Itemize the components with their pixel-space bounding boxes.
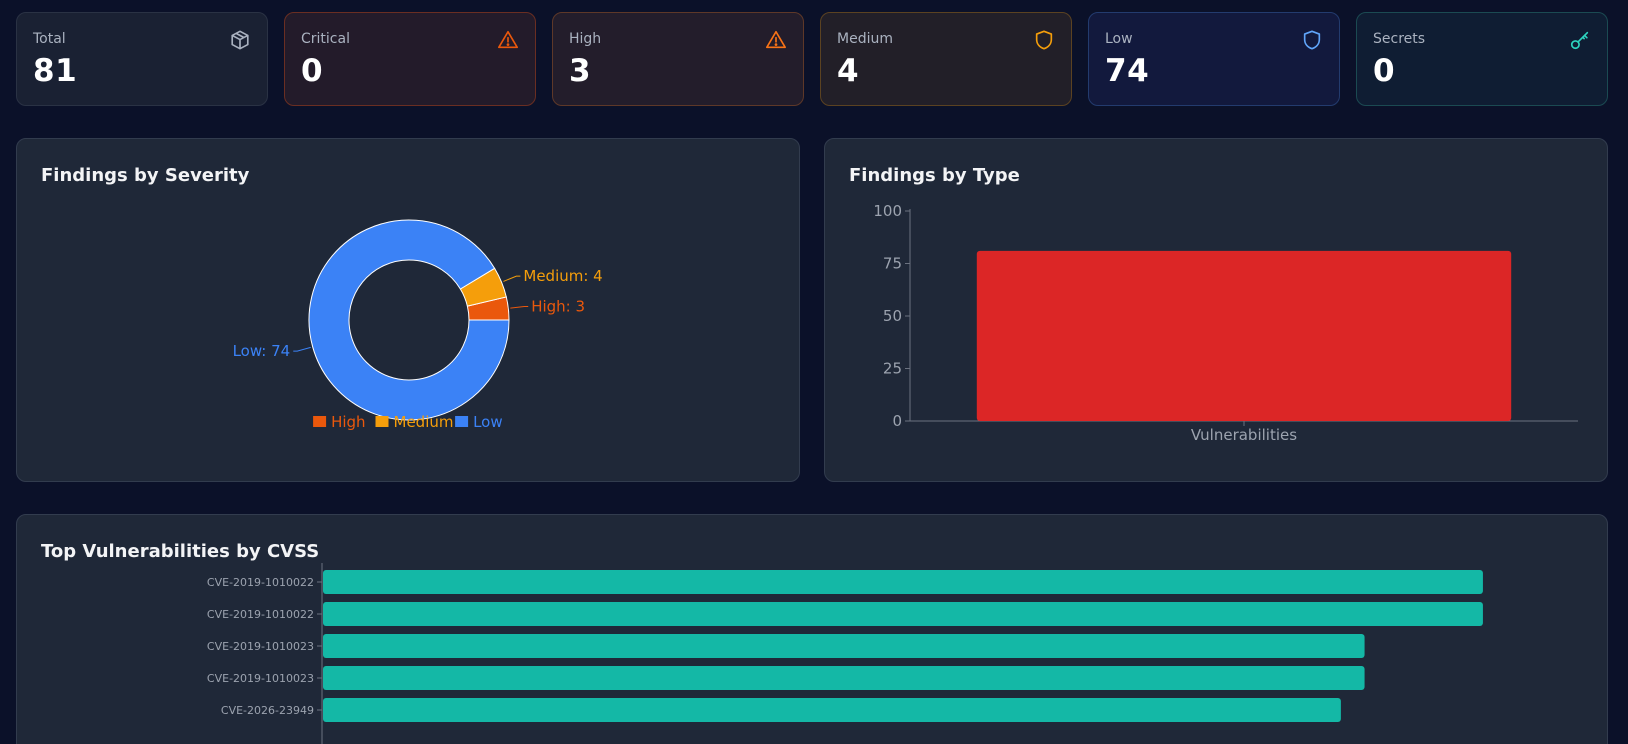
y-tick-label: CVE-2019-1010023 bbox=[207, 640, 314, 653]
card-label: Medium bbox=[837, 31, 893, 47]
donut-leader-line bbox=[503, 275, 521, 282]
card-value: 3 bbox=[569, 53, 592, 89]
summary-card-total: Total 81 bbox=[16, 12, 268, 106]
type-bar-chart: 0 25 50 75 100 Vulnerabilities bbox=[873, 202, 1578, 444]
summary-card-secrets: Secrets 0 bbox=[1356, 12, 1608, 106]
card-label: Secrets bbox=[1373, 31, 1426, 47]
severity-donut-chart: High: 3 Medium: 4 Low: 74 High Medium Low bbox=[233, 219, 603, 431]
cube-icon bbox=[231, 30, 249, 50]
alert-triangle-icon bbox=[498, 30, 518, 49]
card-value: 0 bbox=[301, 53, 324, 89]
x-tick-label: Vulnerabilities bbox=[1191, 426, 1297, 444]
y-tick-label: CVE-2019-1010022 bbox=[207, 608, 314, 621]
cvss-bar bbox=[323, 666, 1365, 690]
cvss-bar bbox=[323, 698, 1341, 722]
legend-label: Low bbox=[473, 413, 503, 431]
legend-swatch-high bbox=[313, 416, 327, 427]
card-value: 0 bbox=[1373, 53, 1396, 89]
cvss-bar bbox=[323, 634, 1365, 658]
donut-slice-label: Low: 74 bbox=[233, 342, 291, 360]
shield-icon bbox=[1035, 30, 1053, 50]
cvss-bar bbox=[323, 602, 1483, 626]
bar-vulnerabilities bbox=[976, 250, 1512, 421]
donut-slice-label: High: 3 bbox=[531, 298, 585, 316]
y-tick-label: 75 bbox=[883, 255, 902, 273]
card-value: 74 bbox=[1105, 53, 1150, 89]
y-tick-label: CVE-2019-1010022 bbox=[207, 576, 314, 589]
donut-slice-label: Medium: 4 bbox=[523, 267, 602, 285]
y-tick-label: 100 bbox=[873, 202, 902, 220]
y-tick-label: 0 bbox=[892, 412, 902, 430]
panel-title: Top Vulnerabilities by CVSS bbox=[41, 541, 320, 562]
alert-triangle-icon bbox=[766, 30, 786, 49]
legend-label: Medium bbox=[394, 413, 454, 431]
shield-icon bbox=[1303, 30, 1321, 50]
panel-title: Findings by Severity bbox=[41, 165, 250, 186]
summary-card-low: Low 74 bbox=[1088, 12, 1340, 106]
key-icon bbox=[1570, 31, 1589, 50]
y-tick-label: 25 bbox=[883, 360, 902, 378]
legend-swatch-medium bbox=[375, 416, 389, 427]
donut-leader-line bbox=[293, 346, 311, 352]
card-label: Low bbox=[1105, 31, 1133, 47]
y-tick-label: CVE-2019-1010023 bbox=[207, 672, 314, 685]
card-label: Critical bbox=[301, 31, 350, 47]
panel-title: Findings by Type bbox=[849, 165, 1020, 186]
cvss-bar bbox=[323, 570, 1483, 594]
y-tick-label: CVE-2026-23949 bbox=[221, 704, 314, 717]
summary-card-critical: Critical 0 bbox=[284, 12, 536, 106]
card-label: Total bbox=[33, 31, 66, 47]
summary-card-high: High 3 bbox=[552, 12, 804, 106]
cvss-bar-chart: CVE-2019-1010022 CVE-2019-1010022 CVE-2019… bbox=[207, 563, 1483, 744]
findings-by-severity-panel: Findings by Severity High: 3 Medium: 4 Low… bbox=[16, 138, 800, 482]
card-value: 4 bbox=[837, 53, 860, 89]
summary-card-medium: Medium 4 bbox=[820, 12, 1072, 106]
donut-leader-line bbox=[510, 306, 529, 309]
legend-label: High bbox=[331, 413, 365, 431]
y-tick-label: 50 bbox=[883, 307, 902, 325]
card-value: 81 bbox=[33, 53, 78, 89]
card-label: High bbox=[569, 31, 602, 47]
top-vulnerabilities-panel: Top Vulnerabilities by CVSS CVE-2019-101… bbox=[16, 514, 1608, 744]
legend-swatch-low bbox=[455, 416, 469, 427]
donut-slice-low bbox=[308, 219, 510, 421]
findings-by-type-panel: Findings by Type 0 25 50 75 100 Vulnerabiliti… bbox=[824, 138, 1608, 482]
